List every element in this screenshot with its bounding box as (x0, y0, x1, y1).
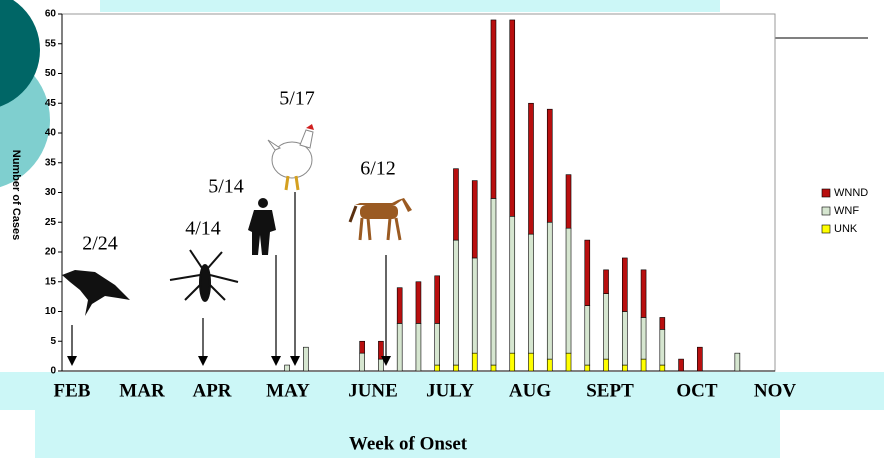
y-tick-label: 15 (45, 276, 57, 287)
y-axis-title: Number of Cases (10, 150, 22, 240)
bar-segment (453, 240, 458, 365)
bar-segment (285, 365, 290, 371)
bar-segment (735, 353, 740, 371)
month-label: NOV (754, 380, 797, 401)
bar-segment (397, 288, 402, 324)
bar-segment (641, 359, 646, 371)
annotation: 4/14 (185, 218, 221, 240)
bar-segment (547, 109, 552, 222)
bar-segment (435, 276, 440, 324)
bar-segment (416, 282, 421, 324)
y-tick-label: 0 (50, 366, 56, 377)
annotation: 5/14 (208, 176, 244, 198)
month-label: MAY (266, 380, 310, 401)
legend-label: UNK (834, 223, 858, 235)
y-tick-label: 45 (45, 98, 57, 109)
arrow-head (271, 356, 281, 366)
bar-segment (585, 306, 590, 366)
bar-segment (697, 347, 702, 371)
month-label: OCT (676, 380, 718, 401)
bar-segment (660, 365, 665, 371)
legend-label: WNND (834, 187, 868, 199)
bar-segment (378, 359, 383, 371)
bar-segment (360, 341, 365, 353)
bar-segment (585, 240, 590, 305)
bar-segment (604, 270, 609, 294)
y-tick-label: 30 (45, 187, 57, 198)
rooster-icon (268, 124, 314, 190)
month-label: AUG (509, 380, 551, 401)
horse-icon (350, 198, 412, 240)
bar-segment (529, 103, 534, 234)
x-axis-title: Week of Onset (349, 433, 468, 454)
bar-segment (622, 312, 627, 366)
bar-segment (491, 20, 496, 199)
bar-segment (566, 228, 571, 353)
bar-segment (679, 359, 684, 371)
bar-segment (416, 323, 421, 371)
month-label: FEB (54, 380, 91, 401)
y-tick-label: 20 (45, 247, 57, 258)
mosquito-icon (170, 250, 238, 301)
annotation: 5/17 (279, 88, 315, 110)
bar-segment (604, 294, 609, 359)
bar-segment (641, 317, 646, 359)
bar-segment (510, 353, 515, 371)
bar-segment (547, 222, 552, 359)
bar-segment (622, 258, 627, 312)
bar-segment (529, 234, 534, 353)
arrow-head (198, 356, 208, 366)
bar-segment (491, 365, 496, 371)
bar-segment (529, 353, 534, 371)
y-tick-label: 35 (45, 157, 57, 168)
y-tick-label: 60 (45, 9, 57, 20)
bar-segment (435, 323, 440, 365)
bar-segment (547, 359, 552, 371)
legend-swatch (822, 189, 830, 197)
crow-icon (62, 270, 130, 316)
bar-segment (397, 323, 402, 371)
legend-label: WNF (834, 205, 859, 217)
bar-segment (472, 353, 477, 371)
y-tick-label: 10 (45, 306, 57, 317)
arrow-head (290, 356, 300, 366)
bar-segment (435, 365, 440, 371)
bar-segment (641, 270, 646, 318)
bar-segment (566, 175, 571, 229)
legend-swatch (822, 225, 830, 233)
bar-segment (510, 20, 515, 216)
bar-segment (472, 258, 477, 353)
bar-segment (472, 181, 477, 258)
bar-segment (660, 329, 665, 365)
bar-segment (491, 198, 496, 365)
bar-segment (566, 353, 571, 371)
month-label: MAR (119, 380, 165, 401)
bar-segment (303, 347, 308, 371)
month-label: APR (192, 380, 231, 401)
bar-segment (604, 359, 609, 371)
bar-segment (453, 169, 458, 240)
y-tick-label: 55 (45, 38, 57, 49)
y-tick-label: 25 (45, 217, 57, 228)
person-icon (248, 198, 276, 255)
bar-segment (510, 216, 515, 353)
title-band (100, 0, 720, 12)
y-tick-label: 5 (50, 336, 56, 347)
annotation: 6/12 (360, 158, 396, 180)
y-tick-label: 50 (45, 68, 57, 79)
bar-segment (660, 317, 665, 329)
month-label: SEPT (586, 380, 634, 401)
legend-swatch (822, 207, 830, 215)
bar-segment (453, 365, 458, 371)
month-label: JULY (426, 380, 474, 401)
bar-segment (360, 353, 365, 371)
annotation: 2/24 (82, 233, 118, 255)
arrow-head (67, 356, 77, 366)
bar-segment (585, 365, 590, 371)
month-label: JUNE (348, 380, 398, 401)
bar-segment (622, 365, 627, 371)
chart: Number of Cases Week of Onset 0 5 10 15 20 25… (0, 0, 884, 458)
y-tick-label: 40 (45, 128, 57, 139)
